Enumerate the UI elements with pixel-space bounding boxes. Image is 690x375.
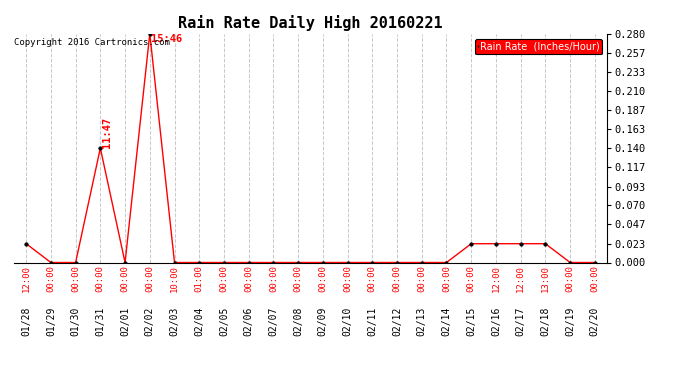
Text: 10:00: 10:00 [170,265,179,292]
Text: 00:00: 00:00 [146,265,155,292]
Text: 00:00: 00:00 [121,265,130,292]
Text: 00:00: 00:00 [269,265,278,292]
Text: 12:00: 12:00 [516,265,525,292]
Text: 13:00: 13:00 [541,265,550,292]
Text: 00:00: 00:00 [566,265,575,292]
Title: Rain Rate Daily High 20160221: Rain Rate Daily High 20160221 [178,15,443,31]
Text: 00:00: 00:00 [466,265,475,292]
Text: 11:47: 11:47 [101,117,112,148]
Text: 00:00: 00:00 [417,265,426,292]
Text: 15:46: 15:46 [151,34,182,44]
Text: 00:00: 00:00 [591,265,600,292]
Text: 12:00: 12:00 [491,265,500,292]
Text: 00:00: 00:00 [393,265,402,292]
Text: 00:00: 00:00 [368,265,377,292]
Text: 00:00: 00:00 [318,265,327,292]
Legend: Rain Rate  (Inches/Hour): Rain Rate (Inches/Hour) [475,39,602,54]
Text: 00:00: 00:00 [294,265,303,292]
Text: 00:00: 00:00 [244,265,253,292]
Text: 01:00: 01:00 [195,265,204,292]
Text: 00:00: 00:00 [343,265,352,292]
Text: 00:00: 00:00 [219,265,228,292]
Text: 00:00: 00:00 [442,265,451,292]
Text: 00:00: 00:00 [71,265,80,292]
Text: 12:00: 12:00 [21,265,30,292]
Text: 00:00: 00:00 [96,265,105,292]
Text: 00:00: 00:00 [46,265,55,292]
Text: Copyright 2016 Cartronics.com: Copyright 2016 Cartronics.com [14,38,170,47]
